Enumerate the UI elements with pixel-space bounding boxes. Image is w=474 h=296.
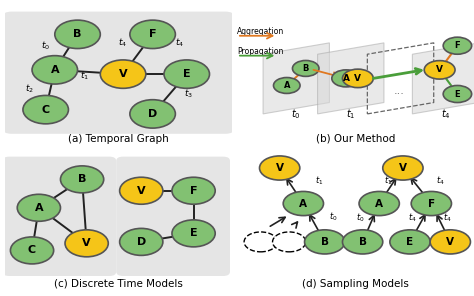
Text: B: B <box>321 237 328 247</box>
Text: $t_2$: $t_2$ <box>25 82 34 95</box>
Text: A: A <box>283 81 290 90</box>
Circle shape <box>332 70 360 87</box>
Text: V: V <box>355 74 361 83</box>
Text: $t_0$: $t_0$ <box>356 212 364 224</box>
Text: $t_1$: $t_1$ <box>384 175 392 187</box>
Circle shape <box>100 60 146 88</box>
Polygon shape <box>318 43 384 114</box>
Text: (c) Discrete Time Models: (c) Discrete Time Models <box>54 279 183 289</box>
Text: $t_4$: $t_4$ <box>408 212 416 224</box>
Circle shape <box>443 86 472 102</box>
Text: $t_0$: $t_0$ <box>329 210 338 223</box>
Text: $t_4$: $t_4$ <box>443 212 452 224</box>
Text: A: A <box>35 203 43 213</box>
Text: V: V <box>137 186 146 196</box>
Circle shape <box>304 230 345 254</box>
Text: $t_4$: $t_4$ <box>436 175 445 187</box>
Circle shape <box>342 69 373 88</box>
Circle shape <box>32 56 78 84</box>
Text: (b) Our Method: (b) Our Method <box>316 134 395 144</box>
Text: F: F <box>428 199 435 208</box>
Text: F: F <box>455 41 460 50</box>
Circle shape <box>244 232 277 252</box>
Text: C: C <box>42 105 50 115</box>
Text: A: A <box>343 74 349 83</box>
Circle shape <box>119 177 163 204</box>
Text: E: E <box>406 237 414 247</box>
Text: $t_0$: $t_0$ <box>292 107 301 120</box>
FancyBboxPatch shape <box>2 12 235 134</box>
Circle shape <box>283 192 323 215</box>
FancyBboxPatch shape <box>116 157 230 276</box>
Text: B: B <box>73 29 82 39</box>
Circle shape <box>23 95 68 124</box>
Circle shape <box>61 166 104 193</box>
Text: (d) Sampling Models: (d) Sampling Models <box>302 279 409 289</box>
Circle shape <box>292 60 319 76</box>
Text: A: A <box>300 199 307 208</box>
Circle shape <box>17 194 61 221</box>
Circle shape <box>411 192 451 215</box>
Text: B: B <box>302 64 309 73</box>
Text: A: A <box>51 65 59 75</box>
FancyBboxPatch shape <box>2 157 116 276</box>
Text: $t_0$: $t_0$ <box>41 40 50 52</box>
Circle shape <box>342 230 383 254</box>
Text: D: D <box>148 109 157 119</box>
Text: D: D <box>137 237 146 247</box>
Text: F: F <box>190 186 197 196</box>
Text: Propagation: Propagation <box>237 47 283 56</box>
Text: V: V <box>276 163 283 173</box>
Circle shape <box>164 60 210 88</box>
Text: E: E <box>455 89 460 99</box>
Text: E: E <box>190 229 197 238</box>
Text: Aggregation: Aggregation <box>237 27 284 36</box>
Circle shape <box>430 230 470 254</box>
Circle shape <box>383 156 423 180</box>
Text: (a) Temporal Graph: (a) Temporal Graph <box>68 134 169 144</box>
Circle shape <box>130 20 175 49</box>
Circle shape <box>119 229 163 255</box>
Text: F: F <box>149 29 156 39</box>
Text: E: E <box>183 69 191 79</box>
Text: V: V <box>119 69 128 79</box>
Circle shape <box>273 232 306 252</box>
Text: B: B <box>359 237 366 247</box>
Circle shape <box>424 61 455 79</box>
Text: A: A <box>375 199 383 208</box>
Circle shape <box>172 177 215 204</box>
Text: $t_4$: $t_4$ <box>441 107 450 120</box>
Text: C: C <box>28 245 36 255</box>
Text: $t_1$: $t_1$ <box>80 69 89 82</box>
Text: $t_1$: $t_1$ <box>315 175 324 187</box>
Text: $t_3$: $t_3$ <box>184 88 193 100</box>
Text: V: V <box>436 65 443 74</box>
Polygon shape <box>412 43 474 114</box>
Text: V: V <box>399 163 407 173</box>
Circle shape <box>172 220 215 247</box>
Circle shape <box>10 237 54 264</box>
Text: B: B <box>78 174 86 184</box>
Circle shape <box>273 78 300 94</box>
Circle shape <box>65 230 108 257</box>
Text: V: V <box>82 238 91 248</box>
Text: ...: ... <box>394 86 405 96</box>
Circle shape <box>259 156 300 180</box>
Circle shape <box>359 192 399 215</box>
Polygon shape <box>263 43 329 114</box>
Text: V: V <box>447 237 454 247</box>
Text: $t_1$: $t_1$ <box>346 107 356 120</box>
Circle shape <box>443 37 472 54</box>
Text: $t_4$: $t_4$ <box>175 37 184 49</box>
Circle shape <box>55 20 100 49</box>
Text: $t_4$: $t_4$ <box>118 37 128 49</box>
Circle shape <box>130 100 175 128</box>
Circle shape <box>390 230 430 254</box>
